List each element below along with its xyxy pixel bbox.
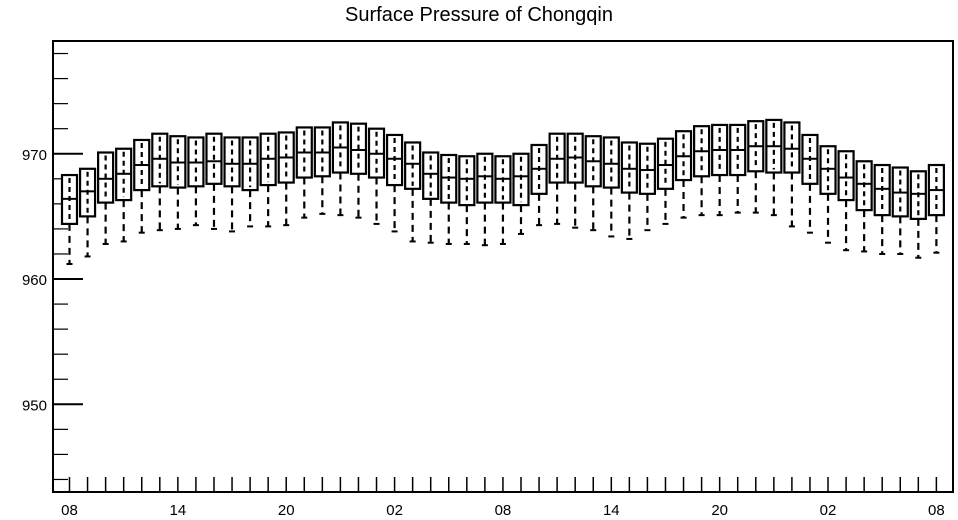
chart-title: Surface Pressure of Chongqin — [345, 4, 613, 26]
x-tick-label: 02 — [386, 502, 403, 519]
x-tick-label: 14 — [170, 502, 187, 519]
x-tick-label: 08 — [928, 502, 945, 519]
x-tick-label: 08 — [495, 502, 512, 519]
x-tick-label: 20 — [278, 502, 295, 519]
x-tick-label: 20 — [711, 502, 728, 519]
x-tick-label: 14 — [603, 502, 620, 519]
plot-frame — [52, 40, 954, 493]
y-tick-label: 950 — [22, 397, 47, 414]
y-tick-label: 960 — [22, 272, 47, 289]
x-tick-label: 08 — [61, 502, 78, 519]
x-tick-label: 02 — [820, 502, 837, 519]
y-tick-label: 970 — [22, 147, 47, 164]
